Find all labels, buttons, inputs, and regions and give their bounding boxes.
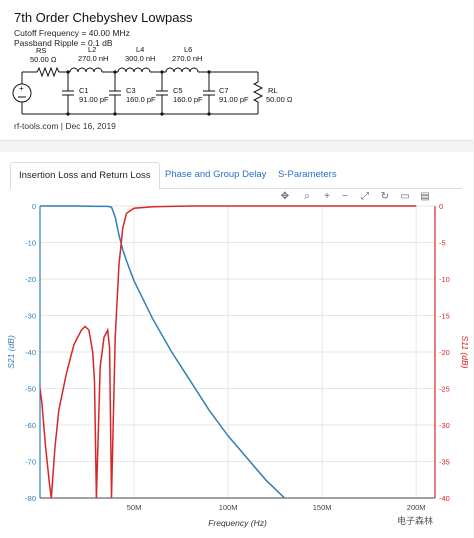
x-tick-label: 150M [313,503,332,512]
rl-value: 50.00 Ω [266,95,293,104]
y-right-tick-label: -25 [439,385,450,394]
c7-capacitor [203,72,215,114]
l4-inductor [117,67,151,73]
y-left-tick-label: 0 [32,202,36,211]
rs-resistor [36,66,60,78]
schematic-panel: 7th Order Chebyshev Lowpass Cutoff Frequ… [0,0,473,141]
y-left-tick-label: -60 [25,421,36,430]
ripple-text: Passband Ripple = 0.1 dB [14,38,113,48]
y-right-tick-label: -10 [439,275,450,284]
filter-title: 7th Order Chebyshev Lowpass [14,10,193,25]
c1-name: C1 [79,86,89,95]
l6-value: 270.0 nH [172,54,203,63]
y-right-tick-label: 0 [439,202,443,211]
c5-name: C5 [173,86,183,95]
chart-panel: Insertion Loss and Return Loss Phase and… [0,152,473,538]
source-plus: + [19,84,24,93]
c1-value: 91.00 pF [79,95,109,104]
x-tick-label: 50M [127,503,142,512]
c5-capacitor [156,72,168,114]
rl-name: RL [268,86,278,95]
y-left-axis-title: S21 (dB) [6,335,16,369]
compare-icon[interactable]: ▤ [420,191,430,202]
zoom-out-icon[interactable]: − [342,191,348,202]
x-tick-label: 100M [219,503,238,512]
l4-value: 300.0 nH [125,54,156,63]
y-right-tick-label: -20 [439,348,450,357]
y-left-tick-label: -10 [25,239,36,248]
c3-capacitor [109,72,121,114]
c3-name: C3 [126,86,136,95]
c7-name: C7 [219,86,229,95]
chart-svg[interactable]: 0 0 -10 -5 -20 -10 -30 -15 -40 -20 -50 -25 -60 -30 -70… [0,152,474,538]
schematic-diagram: + [12,66,264,116]
y-right-tick-label: -35 [439,458,450,467]
autoscale-icon[interactable]: ⤢ [361,191,369,202]
tab-phase-group-delay[interactable]: Phase and Group Delay [165,169,267,180]
y-left-tick-label: -40 [25,348,36,357]
y-left-tick-label: -20 [25,275,36,284]
y-left-tick-label: -30 [25,312,36,321]
reset-icon[interactable]: ↻ [380,191,390,202]
c1-capacitor [62,72,74,114]
c3-value: 160.0 pF [126,95,156,104]
zoom-icon[interactable]: ⌕ [304,191,310,202]
y-right-tick-label: -40 [439,494,450,503]
y-right-axis-title: S11 (dB) [460,336,470,369]
tab-insertion-loss[interactable]: Insertion Loss and Return Loss [10,162,160,190]
l2-inductor [69,67,103,73]
y-left-tick-label: -70 [25,458,36,467]
tab-s-parameters[interactable]: S-Parameters [278,169,337,180]
l6-inductor [165,67,199,73]
l2-name: L2 [88,45,97,54]
x-tick-label: 200M [407,503,426,512]
hover-icon[interactable]: ▭ [400,191,410,202]
tab-bar: Insertion Loss and Return Loss Phase and… [10,162,462,190]
y-left-tick-label: -50 [25,385,36,394]
x-axis-title: Frequency (Hz) [208,518,267,528]
series-line-s21 [40,205,286,498]
rs-name: RS [36,46,47,55]
pan-icon[interactable]: ✥ [280,191,290,202]
y-right-tick-label: -30 [439,421,450,430]
zoom-in-icon[interactable]: + [324,191,330,202]
rl-resistor [252,81,264,103]
c5-value: 160.0 pF [173,95,203,104]
l6-name: L6 [184,45,193,54]
series-line-s11 [40,205,417,498]
l4-name: L4 [136,45,145,54]
y-right-tick-label: -15 [439,312,450,321]
l2-value: 270.0 nH [78,54,109,63]
credit-text: rf-tools.com | Dec 16, 2019 [14,121,116,131]
y-right-tick-label: -5 [439,239,446,248]
cutoff-text: Cutoff Frequency = 40.00 MHz [14,28,130,38]
rs-value: 50.00 Ω [30,55,57,64]
c7-value: 91.00 pF [219,95,249,104]
watermark-text: 电子森林 [397,515,433,526]
y-left-tick-label: -80 [25,494,36,503]
